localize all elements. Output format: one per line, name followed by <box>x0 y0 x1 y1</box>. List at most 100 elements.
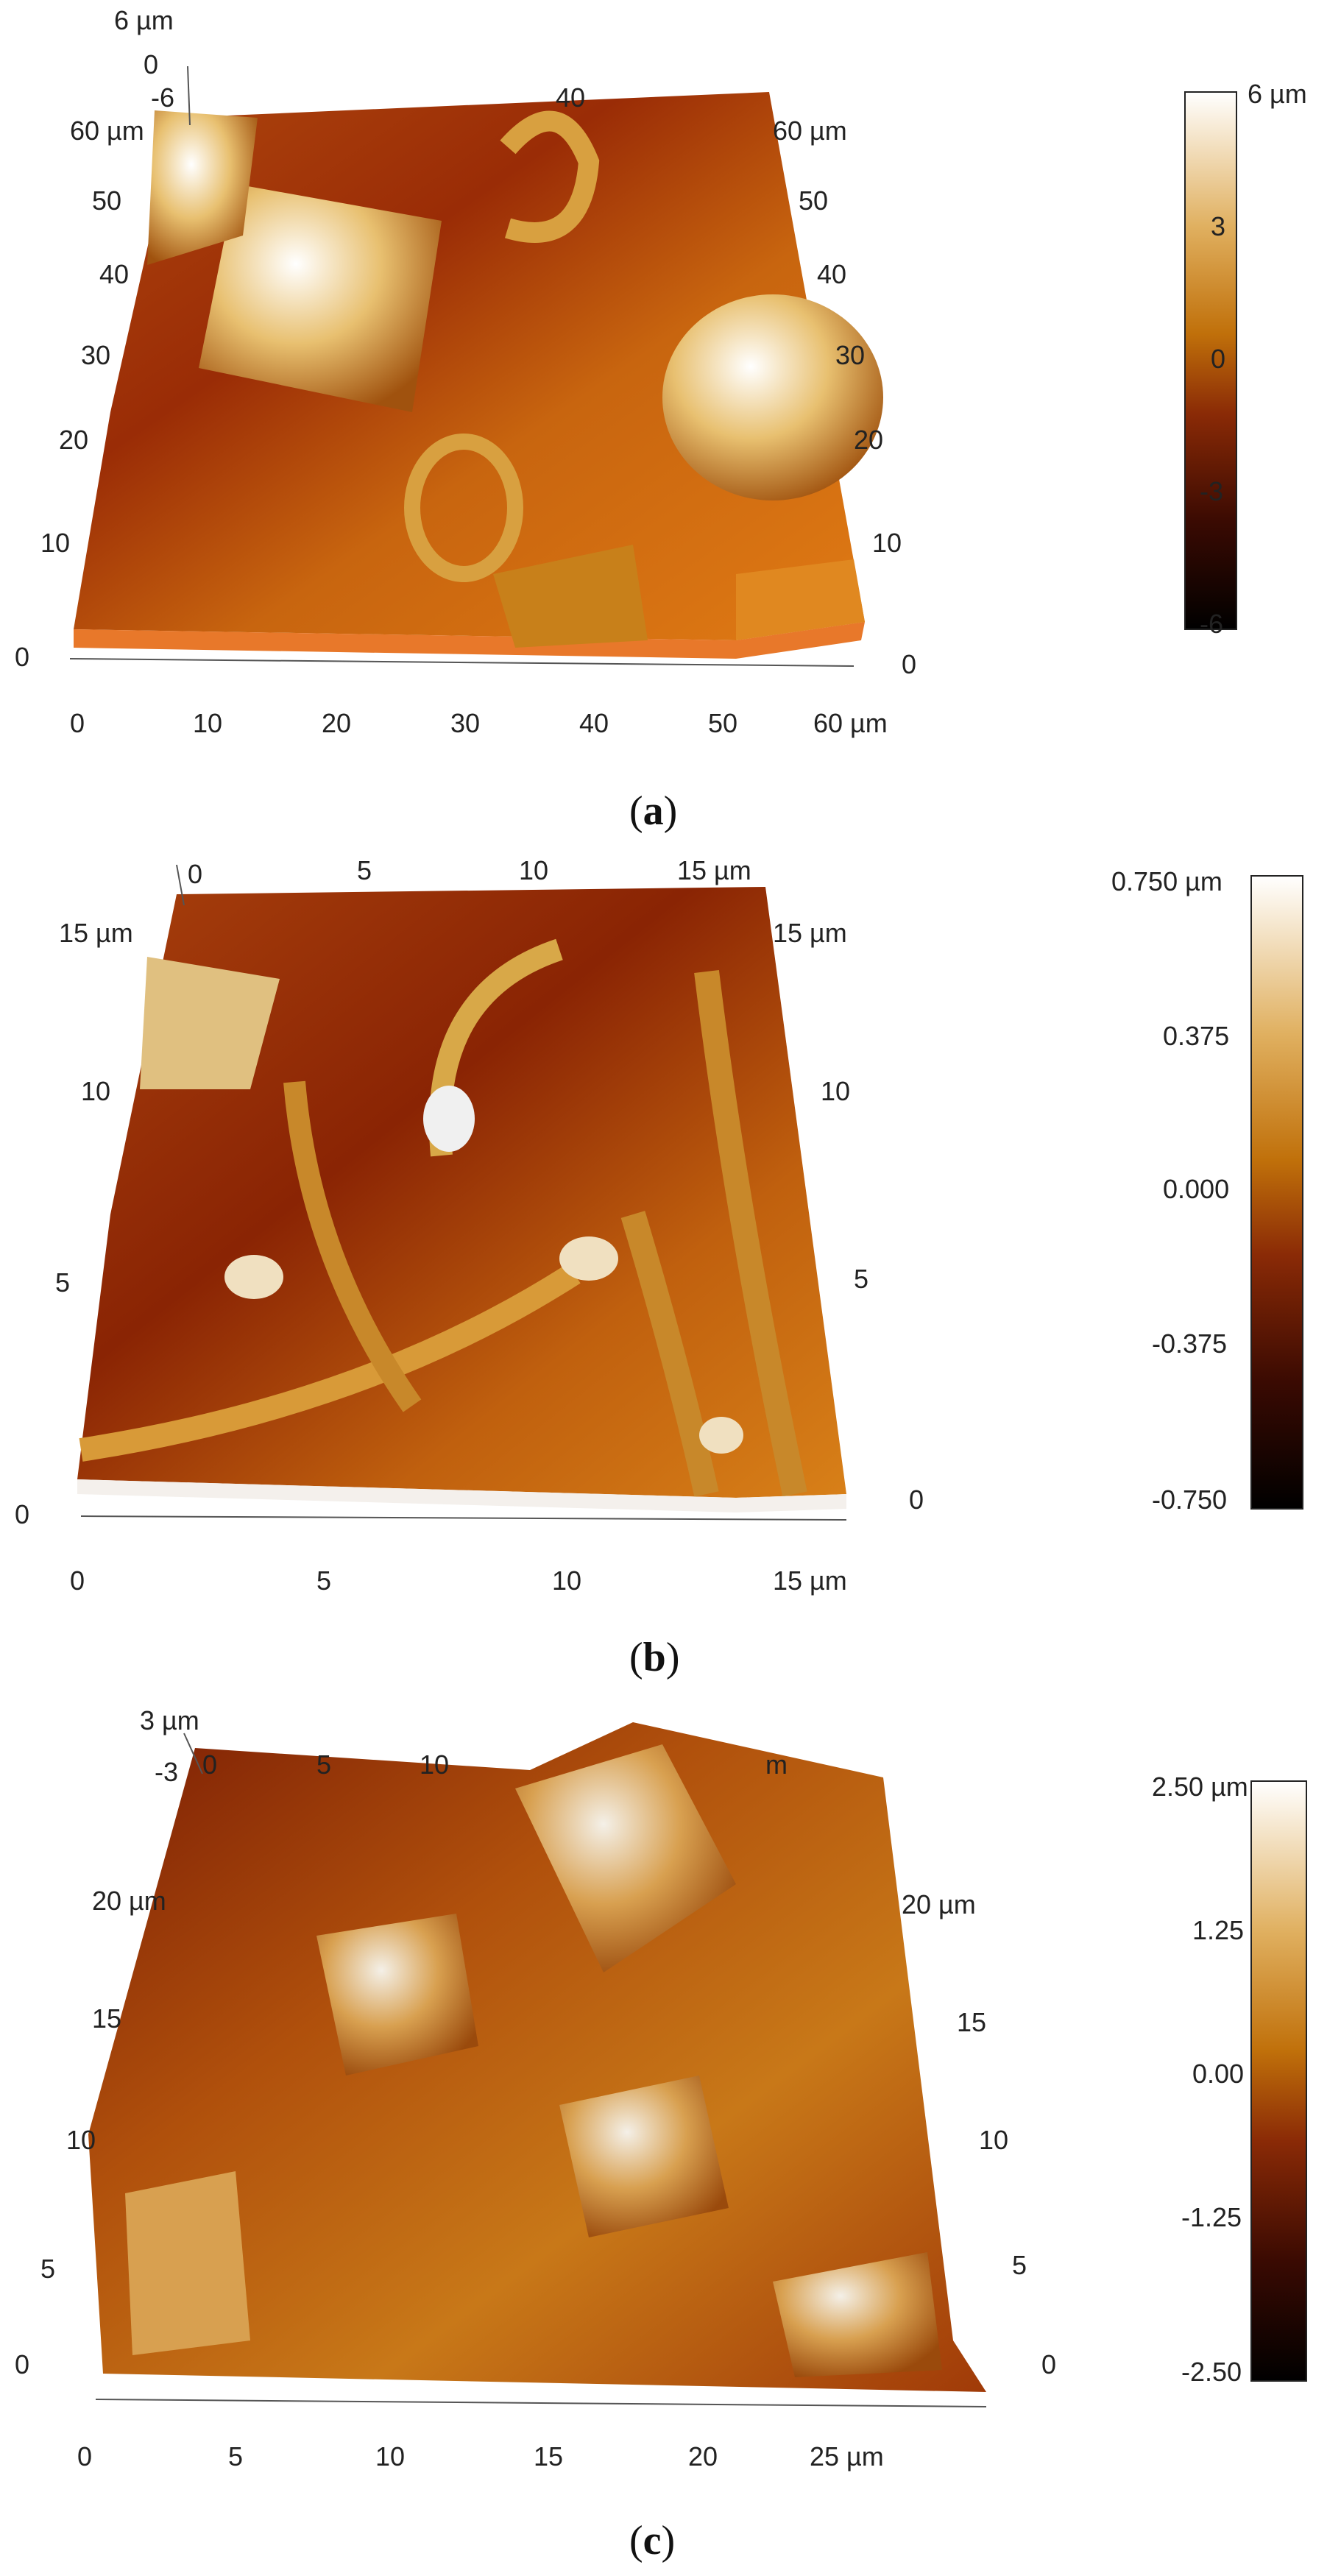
bottom-axis-label: 15 µm <box>773 1565 847 1596</box>
afm-feature-peak <box>515 1744 736 1972</box>
left-axis-label: 50 <box>92 185 121 216</box>
colorbar-c <box>1250 1780 1307 2382</box>
left-axis-label: 60 µm <box>70 116 144 146</box>
left-axis-label: 30 <box>81 340 110 370</box>
top-axis-label: 40 <box>556 82 585 113</box>
colorbar-b <box>1250 875 1303 1510</box>
afm-figure-b: 0 5 10 15 µm 15 µm 10 5 15 µm 10 5 0 0 0… <box>15 855 1303 1680</box>
corner-label: 0 <box>902 649 916 679</box>
corner-label: 0 <box>1041 2349 1056 2379</box>
afm-feature-ridge <box>147 110 258 265</box>
right-axis-label: 10 <box>821 1076 850 1106</box>
bottom-axis-label: 5 <box>316 1565 331 1596</box>
afm-feature-crystal <box>559 2076 729 2237</box>
afm-feature-particle <box>559 1236 618 1281</box>
colorbar-a <box>1184 91 1237 630</box>
colorbar-label: 0 <box>1211 344 1225 374</box>
colorbar-label: -1.25 <box>1181 2202 1242 2232</box>
right-axis-label: 60 µm <box>773 116 847 146</box>
z-axis-label: 0 <box>144 49 158 79</box>
afm-feature-ring <box>500 110 600 243</box>
colorbar-label: -0.375 <box>1152 1328 1227 1359</box>
colorbar-label: 0.00 <box>1192 2059 1244 2089</box>
right-axis-label: 20 <box>854 425 883 455</box>
left-axis-label: 15 <box>92 2003 121 2034</box>
afm-feature-fibre <box>79 1263 581 1462</box>
corner-label: 0 <box>15 642 29 672</box>
panel-c: 3 µm -3 0 5 10 m 20 µm 15 10 5 20 µm 15 … <box>0 1693 1341 2576</box>
bottom-axis-label: 50 <box>708 708 737 738</box>
colorbar-label: 2.50 µm <box>1152 1772 1248 1802</box>
right-axis-label: 5 <box>1012 2250 1027 2280</box>
afm-surface-b <box>77 887 846 1498</box>
right-axis-label: 15 µm <box>773 918 847 948</box>
right-axis-label: 50 <box>799 185 828 216</box>
colorbar-label: -3 <box>1200 476 1223 506</box>
left-axis-label: 5 <box>55 1267 70 1298</box>
left-axis-label: 40 <box>99 259 129 289</box>
top-axis-label: 15 µm <box>677 855 751 885</box>
afm-feature-particle <box>224 1255 283 1299</box>
corner-label: 0 <box>909 1485 924 1515</box>
z-axis-label: -3 <box>155 1757 178 1787</box>
bottom-axis-label: 0 <box>77 2441 92 2471</box>
colorbar-label: 1.25 <box>1192 1915 1244 1945</box>
afm-figure-a: 6 µm 0 -6 40 60 µm 50 40 30 20 10 60 µm … <box>15 5 1307 834</box>
bottom-axis-label: 25 µm <box>810 2441 884 2471</box>
afm-feature-particle <box>699 1417 743 1454</box>
afm-feature-fibre <box>283 1080 422 1412</box>
left-axis-label: 20 µm <box>92 1886 166 1916</box>
right-axis-label: 10 <box>979 2125 1008 2155</box>
panel-caption: (b) <box>629 1635 679 1680</box>
bottom-axis-label: 40 <box>579 708 609 738</box>
bottom-axis-label: 0 <box>70 708 85 738</box>
afm-feature-mesh <box>493 545 648 648</box>
colorbar-label: -6 <box>1200 609 1223 639</box>
afm-feature-fibre <box>694 969 807 1497</box>
afm-feature-slab <box>125 2171 250 2355</box>
top-axis-label: 5 <box>316 1749 331 1780</box>
right-axis-label: 15 <box>957 2007 986 2037</box>
top-axis-label: m <box>765 1749 788 1780</box>
z-axis-label: -6 <box>151 82 174 113</box>
left-axis-label: 5 <box>40 2254 55 2284</box>
left-axis-label: 10 <box>40 528 70 558</box>
bottom-axis-label: 10 <box>552 1565 581 1596</box>
right-axis-label: 40 <box>817 259 846 289</box>
colorbar-label: 0.000 <box>1163 1174 1229 1204</box>
z-axis-label: 3 µm <box>140 1705 199 1735</box>
left-axis-label: 20 <box>59 425 88 455</box>
panel-a: 6 µm 0 -6 40 60 µm 50 40 30 20 10 60 µm … <box>0 0 1341 846</box>
bottom-axis-label: 20 <box>322 708 351 738</box>
top-axis-label: 10 <box>420 1749 449 1780</box>
afm-feature-ring-small <box>404 434 523 582</box>
right-axis-label: 10 <box>872 528 902 558</box>
bottom-axis-label: 15 <box>534 2441 563 2471</box>
panel-b: 0 5 10 15 µm 15 µm 10 5 15 µm 10 5 0 0 0… <box>0 846 1341 1693</box>
right-axis-label: 5 <box>854 1264 868 1294</box>
right-axis-label: 30 <box>835 340 865 370</box>
left-axis-label: 10 <box>66 2125 96 2155</box>
colorbar-label: 3 <box>1211 211 1225 241</box>
afm-feature-particle <box>423 1086 475 1152</box>
left-axis-label: 10 <box>81 1076 110 1106</box>
colorbar-label: 0.375 <box>1163 1021 1229 1051</box>
afm-feature-block <box>199 184 442 412</box>
afm-feature-cluster <box>140 957 280 1089</box>
colorbar-label: 6 µm <box>1248 79 1307 109</box>
top-axis-label: 0 <box>188 859 202 889</box>
panel-caption: (c) <box>629 2518 675 2563</box>
colorbar-label: -0.750 <box>1152 1485 1227 1515</box>
afm-feature-crystal <box>773 2252 942 2377</box>
bottom-axis-label: 60 µm <box>813 708 888 738</box>
top-axis-label: 10 <box>519 855 548 885</box>
corner-label: 0 <box>15 1499 29 1529</box>
bottom-axis-label: 10 <box>375 2441 405 2471</box>
colorbar-label: -2.50 <box>1181 2357 1242 2387</box>
panel-caption: (a) <box>629 788 677 834</box>
bottom-axis-label: 5 <box>228 2441 243 2471</box>
colorbar-label: 0.750 µm <box>1111 866 1223 896</box>
afm-surface-c <box>88 1722 986 2392</box>
afm-feature-crystal <box>316 1914 478 2076</box>
bottom-axis-label: 0 <box>70 1565 85 1596</box>
